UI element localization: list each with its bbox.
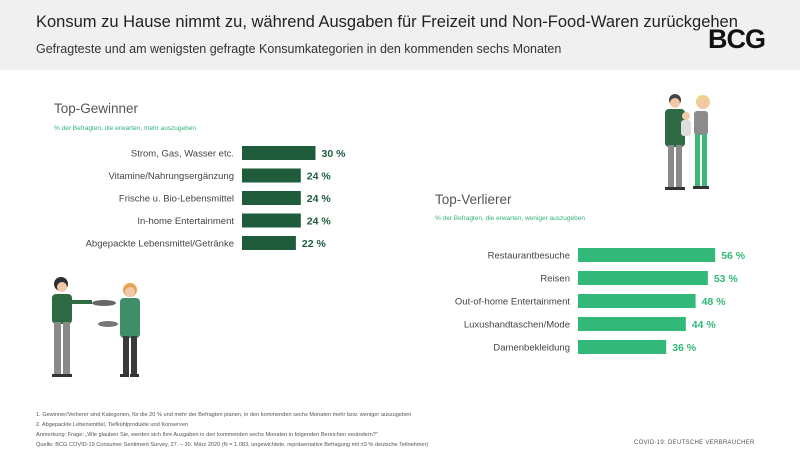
losers-chart: Restaurantbesuche 56 % Reisen 53 % Out-of-ho… bbox=[455, 248, 746, 354]
loser-bar bbox=[578, 340, 667, 354]
loser-category-label: Restaurantbesuche bbox=[488, 251, 570, 262]
footnote-2: 2. Abgepackte Lebensmittel, Tiefkühlprod… bbox=[36, 422, 189, 428]
loser-value-label: 36 % bbox=[672, 342, 697, 354]
gainer-value-label: 24 % bbox=[307, 193, 332, 205]
loser-bar bbox=[578, 271, 708, 285]
gainers-chart: Strom, Gas, Wasser etc. 30 % Vitamine/Nahr… bbox=[86, 146, 347, 250]
gainer-value-label: 30 % bbox=[322, 148, 347, 160]
page-title: Konsum zu Hause nimmt zu, während Ausgab… bbox=[36, 13, 738, 31]
gainer-value-label: 24 % bbox=[307, 171, 332, 183]
gainers-title: Top-Gewinner bbox=[54, 101, 139, 116]
gainer-bar bbox=[242, 168, 301, 183]
losers-note: % der Befragten, die erwarten, weniger a… bbox=[435, 215, 585, 222]
loser-bar bbox=[578, 294, 696, 308]
family-illustration bbox=[665, 94, 710, 190]
gainer-value-label: 24 % bbox=[307, 216, 332, 228]
bcg-logo: BCG bbox=[708, 24, 766, 54]
footnote-note: Anmerkung: Frage: „Wie glauben Sie, werd… bbox=[36, 432, 378, 438]
gainer-bar bbox=[242, 236, 296, 250]
cooking-illustration bbox=[52, 277, 140, 377]
gainer-category-label: Strom, Gas, Wasser etc. bbox=[131, 149, 234, 160]
gainers-note: % der Befragten, die erwarten, mehr ausz… bbox=[54, 125, 197, 132]
footnote-source: Quelle: BCG COVID-19 Consumer Sentiment … bbox=[36, 442, 429, 448]
footnotes: 1. Gewinner/Verlierer sind Kategorien, f… bbox=[36, 410, 428, 450]
footnote-1: 1. Gewinner/Verlierer sind Kategorien, f… bbox=[36, 412, 412, 418]
gainer-bar bbox=[242, 146, 316, 160]
gainer-category-label: Abgepackte Lebensmittel/Getränke bbox=[86, 239, 234, 250]
loser-category-label: Out-of-home Entertainment bbox=[455, 297, 570, 308]
loser-value-label: 44 % bbox=[692, 319, 717, 331]
loser-value-label: 56 % bbox=[721, 250, 746, 262]
gainer-category-label: Frische u. Bio-Lebensmittel bbox=[119, 194, 234, 205]
pan-icon bbox=[92, 300, 116, 306]
loser-category-label: Luxushandtaschen/Mode bbox=[464, 320, 570, 331]
gainer-bar bbox=[242, 213, 301, 228]
header-band: Konsum zu Hause nimmt zu, während Ausgab… bbox=[0, 0, 800, 70]
footer-tag: COVID-19: DEUTSCHE VERBRAUCHER bbox=[634, 440, 755, 446]
loser-bar bbox=[578, 248, 716, 262]
loser-category-label: Damenbekleidung bbox=[493, 343, 570, 354]
child-head-icon bbox=[682, 112, 690, 120]
loser-bar bbox=[578, 317, 686, 331]
gainer-category-label: In-home Entertainment bbox=[137, 216, 234, 227]
pan-2-icon bbox=[98, 321, 118, 327]
loser-category-label: Reisen bbox=[540, 274, 570, 285]
gainer-category-label: Vitamine/Nahrungsergänzung bbox=[108, 171, 234, 182]
gainer-value-label: 22 % bbox=[302, 238, 327, 250]
loser-value-label: 48 % bbox=[702, 296, 727, 308]
gainer-bar bbox=[242, 191, 301, 205]
losers-title: Top-Verlierer bbox=[435, 192, 512, 207]
loser-value-label: 53 % bbox=[714, 273, 739, 285]
page-subtitle: Gefragteste und am wenigsten gefragte Ko… bbox=[36, 42, 562, 56]
